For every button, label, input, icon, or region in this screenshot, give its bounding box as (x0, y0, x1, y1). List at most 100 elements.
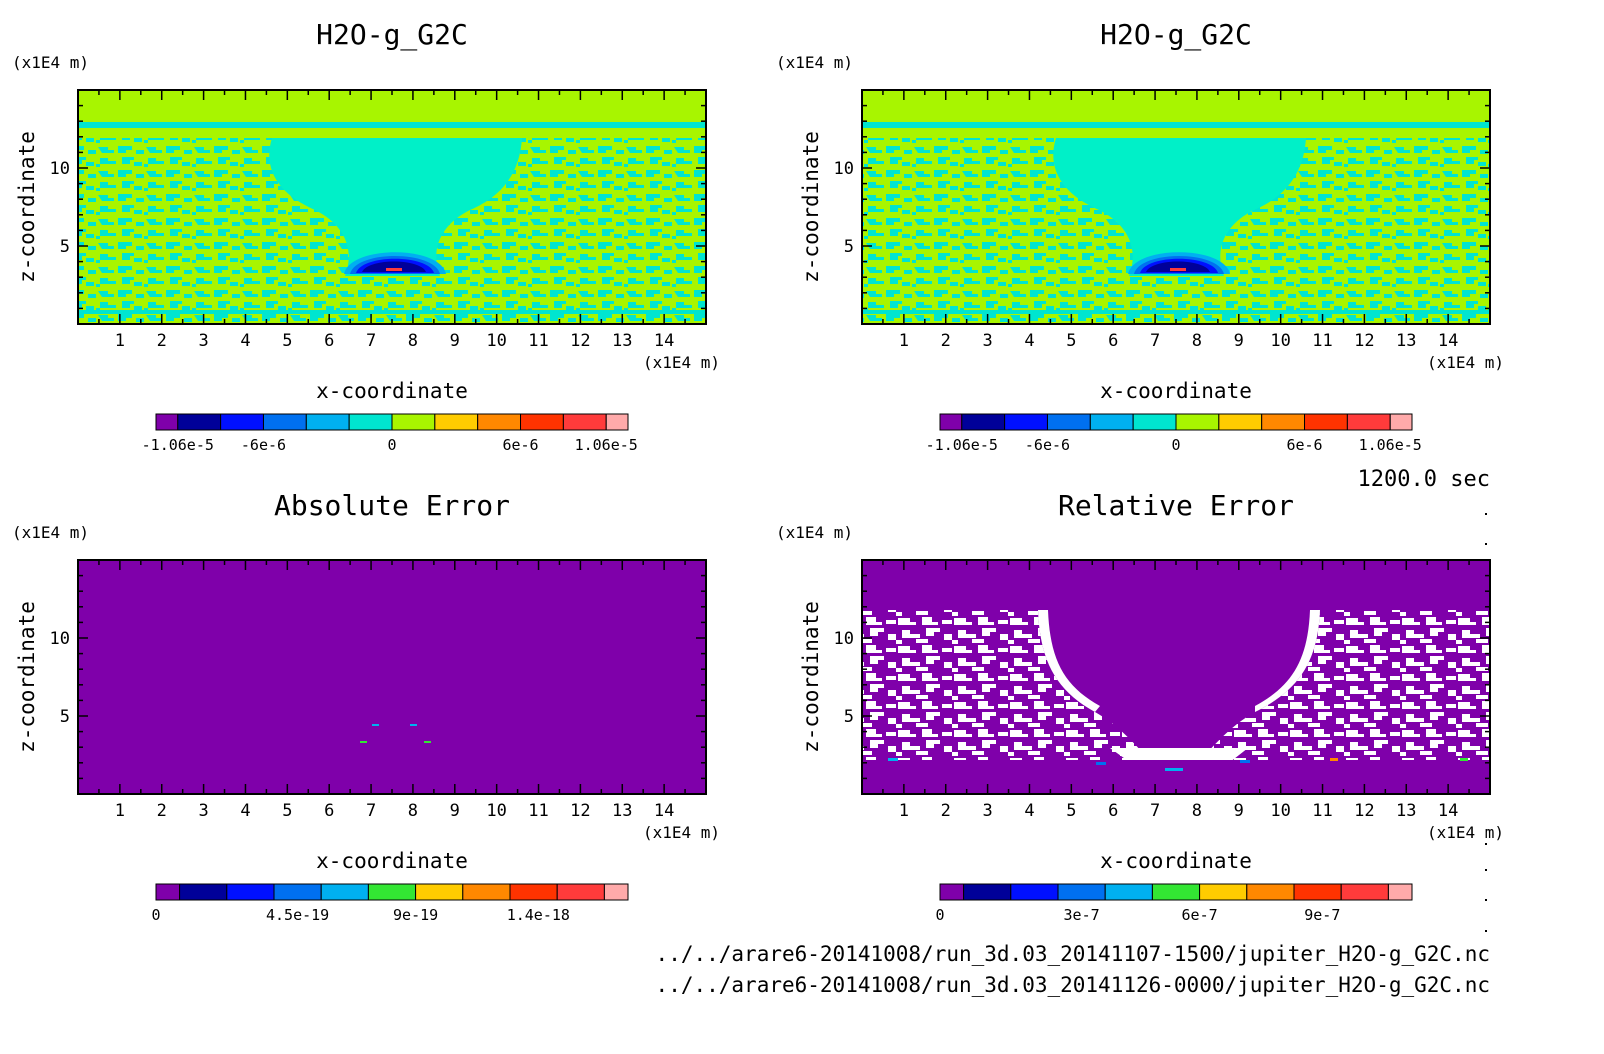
x-tick-label: 11 (528, 331, 548, 351)
panel-bottom-right: Relative Error (x1E4 m) 1 2 3 4 5 6 7 8 9 10 11 12 1… (776, 489, 1504, 924)
panel-title: H2O-g_G2C (316, 18, 468, 52)
x-tick-label: 12 (570, 801, 590, 821)
x-tick-label: 10 (1270, 331, 1290, 351)
file-path-2: ../../arare6-20141008/run_3d.03_20141126… (656, 973, 1490, 997)
panel-top-left: H2O-g_G2C (x1E4 m) 1 2 3 4 5 6 7 8 9 10 11 12 13 1451… (12, 18, 720, 454)
colorbar-tick-label: 0 (1171, 436, 1180, 454)
panel-title: H2O-g_G2C (1100, 18, 1252, 52)
x-tick-label: 2 (157, 801, 167, 821)
panel-top-right: H2O-g_G2C (x1E4 m) 1 2 3 4 5 6 7 8 9 10 11 12 13 1451… (776, 18, 1504, 454)
colorbar-swatch (367, 883, 417, 901)
x-tick-label: 13 (1396, 801, 1416, 821)
x-axis-label: x-coordinate (316, 379, 468, 403)
x-unit-label: (x1E4 m) (643, 353, 720, 372)
colorbar-swatch (434, 413, 479, 431)
colorbar-swatch (1057, 883, 1106, 901)
x-tick-label: 5 (1066, 331, 1076, 351)
y-tick-label: 10 (50, 159, 70, 179)
y-axis-label: z-coordinate (15, 601, 39, 753)
colorbar-swatch (1246, 883, 1295, 901)
x-tick-label: 2 (941, 331, 951, 351)
colorbar-tick-label: 6e-7 (1182, 906, 1218, 924)
x-tick-label: 12 (1354, 331, 1374, 351)
x-tick-label: 2 (941, 801, 951, 821)
side-dots (1485, 513, 1487, 932)
colorbar-swatch (1261, 413, 1306, 431)
x-tick-label: 1 (115, 801, 125, 821)
colorbar-tick-label: 9e-19 (393, 906, 438, 924)
y-tick-label: 5 (60, 237, 70, 257)
x-tick-label: 9 (1234, 801, 1244, 821)
x-tick-label: 1 (115, 331, 125, 351)
plot-area (77, 89, 707, 325)
x-tick-label: 7 (1150, 331, 1160, 351)
x-tick-label: 1 (899, 331, 909, 351)
colorbar-swatch (1104, 883, 1153, 901)
x-tick-label: 12 (570, 331, 590, 351)
colorbar-swatch (1089, 413, 1134, 431)
colorbar-swatch (939, 883, 965, 901)
x-tick-label: 12 (1354, 801, 1374, 821)
colorbar-swatch (603, 883, 629, 901)
x-tick-label: 7 (366, 331, 376, 351)
colorbar-swatch (1387, 883, 1413, 901)
colorbar-tick-label: 0 (387, 436, 396, 454)
x-tick-label: 14 (654, 801, 674, 821)
panel-title: Absolute Error (274, 489, 510, 522)
y-unit-label: (x1E4 m) (776, 53, 853, 72)
colorbar-swatch (556, 883, 605, 901)
x-unit-label: (x1E4 m) (643, 823, 720, 842)
x-tick-label: 1 (899, 801, 909, 821)
x-tick-label: 10 (486, 331, 506, 351)
colorbar-tick-label: 1.06e-5 (1359, 436, 1422, 454)
colorbar-tick-label: -6e-6 (241, 436, 286, 454)
colorbar-swatch (961, 413, 1006, 431)
file-path-1: ../../arare6-20141008/run_3d.03_20141107… (656, 942, 1490, 966)
colorbar-swatch (462, 883, 511, 901)
panel-title: Relative Error (1058, 489, 1294, 522)
x-tick-label: 6 (1108, 331, 1118, 351)
x-tick-label: 3 (198, 331, 208, 351)
x-tick-label: 14 (1438, 331, 1458, 351)
colorbar-swatch (262, 413, 307, 431)
colorbar-swatch (305, 413, 350, 431)
x-tick-label: 7 (1150, 801, 1160, 821)
x-tick-label: 6 (324, 331, 334, 351)
colorbar-swatch (1175, 413, 1220, 431)
colorbar-swatch (1293, 883, 1342, 901)
colorbar-swatch (320, 883, 369, 901)
colorbar-swatch (477, 413, 522, 431)
x-tick-label: 8 (1192, 801, 1202, 821)
y-tick-label: 10 (834, 159, 854, 179)
x-tick-label: 9 (450, 801, 460, 821)
colorbar-swatch (1389, 413, 1413, 431)
colorbar-swatch (1010, 883, 1059, 901)
colorbar-swatch (1151, 883, 1201, 901)
plot-area (861, 559, 1491, 795)
colorbar-swatch (1346, 413, 1391, 431)
x-tick-label: 4 (1024, 801, 1034, 821)
panel-bottom-left: Absolute Error (x1E4 m) 1 2 3 4 5 6 7 8 9 10 11 12 1… (12, 489, 720, 924)
colorbar-swatch (520, 413, 564, 431)
colorbar-swatch (1199, 883, 1248, 901)
y-tick-label: 5 (844, 707, 854, 727)
x-tick-label: 4 (1024, 331, 1034, 351)
x-axis-label: x-coordinate (1100, 379, 1252, 403)
x-tick-label: 5 (282, 331, 292, 351)
x-tick-label: 4 (240, 331, 250, 351)
x-tick-label: 5 (1066, 801, 1076, 821)
colorbar-swatch (1132, 413, 1177, 431)
x-tick-label: 7 (366, 801, 376, 821)
x-axis-label: x-coordinate (1100, 849, 1252, 873)
colorbar-swatch (415, 883, 464, 901)
colorbar-swatch (220, 413, 264, 431)
y-unit-label: (x1E4 m) (776, 523, 853, 542)
y-unit-label: (x1E4 m) (12, 53, 89, 72)
colorbar-swatch (509, 883, 558, 901)
colorbar-swatch (155, 413, 179, 431)
x-tick-label: 9 (450, 331, 460, 351)
colorbar-tick-label: 4.5e-19 (266, 906, 329, 924)
x-tick-label: 3 (982, 331, 992, 351)
colorbar-tick-label: 1.4e-18 (507, 906, 570, 924)
